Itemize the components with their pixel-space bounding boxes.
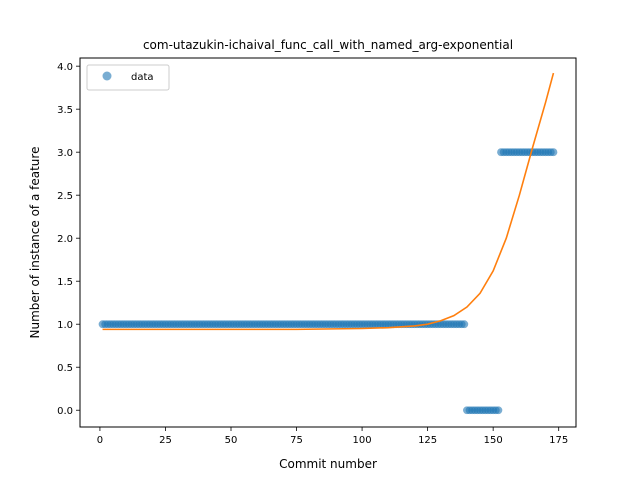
x-tick-label: 175 — [549, 435, 568, 446]
legend-box — [87, 65, 169, 90]
y-axis-label: Number of instance of a feature — [28, 147, 42, 339]
data-point — [460, 320, 468, 328]
x-tick-label: 150 — [484, 435, 503, 446]
data-point — [495, 406, 503, 414]
x-tick-label: 75 — [290, 435, 303, 446]
legend-label-data: data — [131, 72, 154, 83]
fit-line — [103, 73, 554, 329]
plot-area — [99, 73, 558, 414]
y-tick-label: 0.5 — [57, 363, 73, 374]
x-tick-label: 125 — [418, 435, 437, 446]
y-tick-label: 3.5 — [57, 105, 73, 116]
y-tick-label: 1.5 — [57, 277, 73, 288]
y-tick-label: 1.0 — [57, 320, 73, 331]
legend: data — [87, 65, 169, 90]
data-point — [550, 148, 558, 156]
x-tick-label: 0 — [97, 435, 103, 446]
chart-title: com-utazukin-ichaival_func_call_with_nam… — [143, 38, 513, 52]
x-axis: 0 25 50 75 100 125 150 175 — [97, 427, 569, 446]
x-tick-label: 100 — [353, 435, 372, 446]
y-tick-label: 2.0 — [57, 234, 73, 245]
y-tick-label: 0.0 — [57, 406, 73, 417]
y-axis: 0.0 0.5 1.0 1.5 2.0 2.5 3.0 3.5 4.0 — [57, 62, 80, 417]
y-tick-label: 2.5 — [57, 191, 73, 202]
legend-marker — [103, 72, 112, 81]
y-tick-label: 3.0 — [57, 148, 73, 159]
x-tick-label: 25 — [159, 435, 172, 446]
x-axis-label: Commit number — [279, 457, 377, 471]
x-tick-label: 50 — [225, 435, 238, 446]
y-tick-label: 4.0 — [57, 62, 73, 73]
plot-frame — [80, 58, 576, 427]
